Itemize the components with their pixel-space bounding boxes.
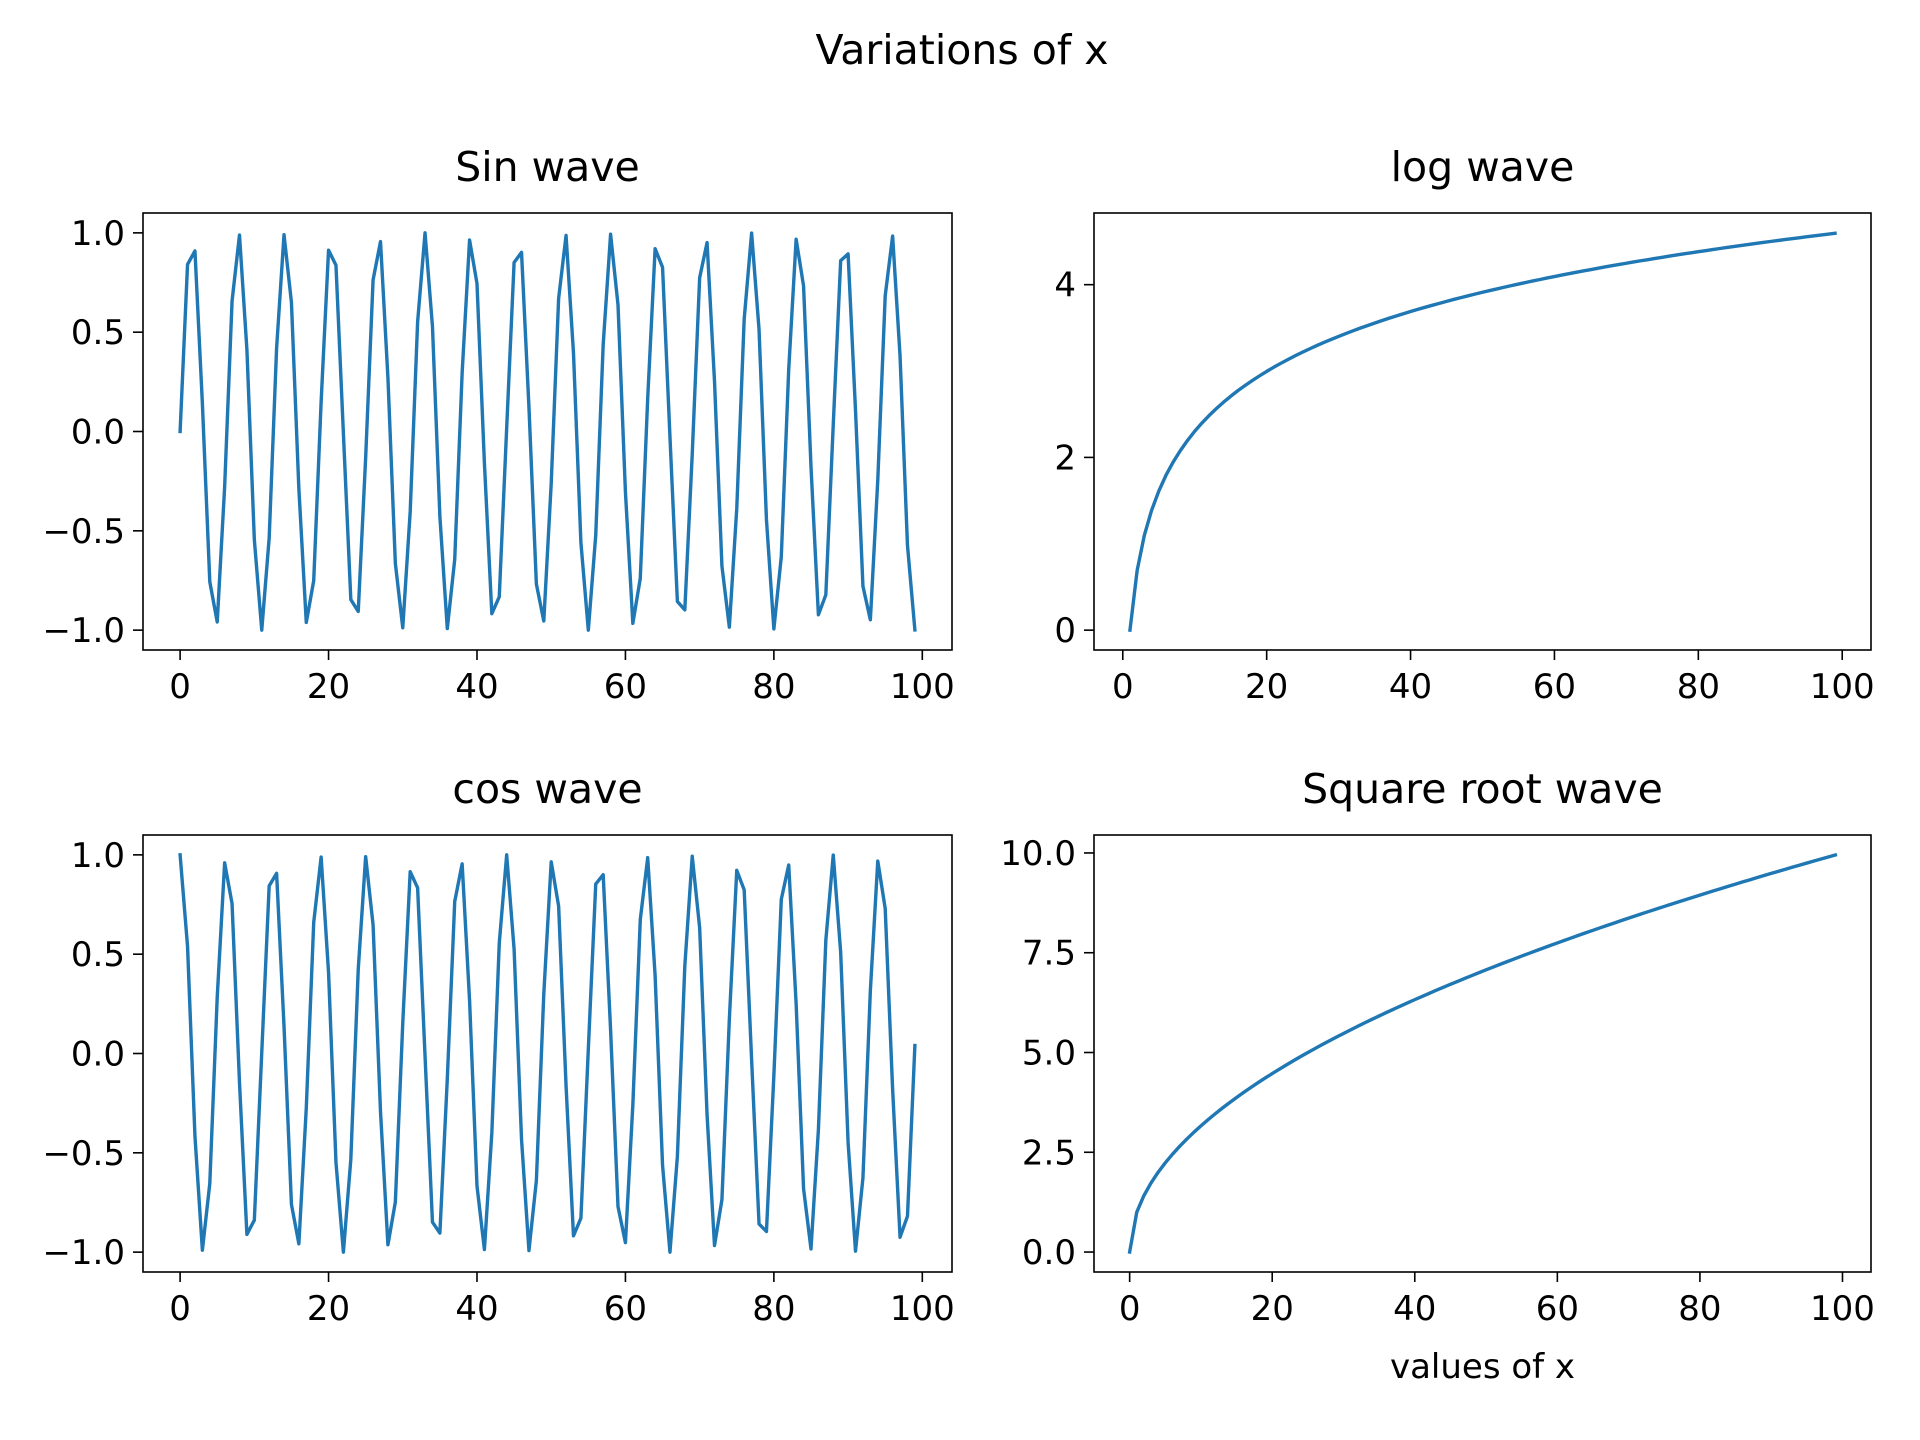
y-tick-label-sqrt: 10.0 [1000, 834, 1076, 874]
x-tick-label-cos: 60 [604, 1289, 647, 1329]
subplot-sqrt: 0 20 40 60 80 100 0.0 2.5 5.0 7.5 10.0 Square root … [1000, 765, 1875, 1387]
subplot-title-cos: cos wave [452, 765, 642, 813]
x-tick-label-sqrt: 20 [1251, 1289, 1294, 1329]
y-tick-label-cos: 1.0 [71, 836, 125, 876]
x-tick-label-sqrt: 80 [1678, 1289, 1721, 1329]
y-tick-label-log: 4 [1054, 266, 1076, 306]
subplot-title-sin: Sin wave [455, 143, 640, 191]
x-tick-label-sqrt: 100 [1810, 1289, 1875, 1329]
y-tick-label-sin: 1.0 [71, 214, 125, 254]
x-tick-label-log: 60 [1533, 667, 1576, 707]
subplot-cos: 0 20 40 60 80 100 −1.0 −0.5 0.0 0.5 1.0 cos wave [42, 765, 954, 1329]
x-tick-label-log: 80 [1677, 667, 1720, 707]
x-tick-label-sin: 20 [307, 667, 350, 707]
x-tick-label-sin: 40 [455, 667, 498, 707]
subplot-sin: 0 20 40 60 80 100 −1.0 −0.5 0.0 0.5 1.0 Sin wave [42, 143, 954, 707]
x-tick-label-sin: 80 [752, 667, 795, 707]
subplot-log: 0 20 40 60 80 100 0 2 4 log wave [1054, 143, 1874, 707]
x-tick-label-sqrt: 60 [1536, 1289, 1579, 1329]
x-axis-label-sqrt: values of x [1390, 1347, 1575, 1387]
y-tick-label-sqrt: 7.5 [1022, 934, 1076, 974]
series-line-sin [178, 231, 917, 632]
x-tick-label-log: 0 [1112, 667, 1134, 707]
y-tick-label-log: 0 [1054, 611, 1076, 651]
x-tick-label-cos: 40 [455, 1289, 498, 1329]
subplot-title-log: log wave [1391, 143, 1575, 191]
x-tick-label-sqrt: 40 [1393, 1289, 1436, 1329]
y-tick-label-sin: −0.5 [42, 512, 125, 552]
x-tick-label-cos: 0 [169, 1289, 191, 1329]
figure-suptitle: Variations of x [815, 26, 1108, 74]
y-tick-label-sqrt: 0.0 [1022, 1233, 1076, 1273]
x-tick-label-sin: 60 [604, 667, 647, 707]
y-tick-label-sqrt: 2.5 [1022, 1133, 1076, 1173]
x-tick-label-sqrt: 0 [1119, 1289, 1141, 1329]
subplot-title-sqrt: Square root wave [1302, 765, 1663, 813]
axes-frame-sqrt [1093, 834, 1872, 1273]
y-tick-label-cos: −1.0 [42, 1233, 125, 1273]
y-tick-label-sin: 0.0 [71, 413, 125, 453]
x-tick-label-cos: 80 [752, 1289, 795, 1329]
series-line-sqrt [1127, 852, 1838, 1255]
y-tick-label-cos: 0.0 [71, 1035, 125, 1075]
series-line-log [1128, 231, 1837, 633]
y-tick-label-sin: 0.5 [71, 313, 125, 353]
x-tick-label-log: 20 [1245, 667, 1288, 707]
x-tick-label-sin: 0 [169, 667, 191, 707]
x-tick-label-log: 100 [1810, 667, 1875, 707]
axes-frame-log [1093, 212, 1872, 651]
series-line-cos [178, 853, 917, 1254]
x-tick-label-log: 40 [1389, 667, 1432, 707]
x-tick-label-cos: 20 [307, 1289, 350, 1329]
x-tick-label-sin: 100 [890, 667, 955, 707]
y-tick-label-sqrt: 5.0 [1022, 1034, 1076, 1074]
y-tick-label-cos: 0.5 [71, 935, 125, 975]
x-tick-label-cos: 100 [890, 1289, 955, 1329]
y-tick-label-sin: −1.0 [42, 611, 125, 651]
y-tick-label-log: 2 [1054, 438, 1076, 478]
y-tick-label-cos: −0.5 [42, 1134, 125, 1174]
